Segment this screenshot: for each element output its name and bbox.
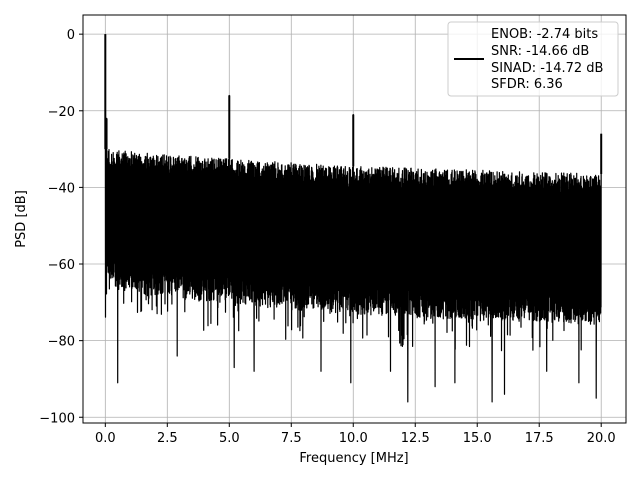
y-tick-label: −60 [48,258,75,273]
y-tick-label: 0 [67,28,75,43]
x-tick-label: 12.5 [401,431,430,446]
x-tick-label: 2.5 [157,431,178,446]
x-tick-label: 20.0 [587,431,616,446]
x-tick-label: 7.5 [281,431,302,446]
legend-label-sinad: SINAD: -14.72 dB [491,61,603,76]
plot-area-frame [82,14,627,424]
x-axis-label: Frequency [MHz] [299,451,408,466]
legend-label-snr: SNR: -14.66 dB [491,44,589,59]
x-tick-label: 15.0 [463,431,492,446]
y-tick-label: −100 [39,411,75,426]
x-axis: 0.0 2.5 5.0 7.5 10.0 12.5 15.0 17.5 20.0 [95,423,616,446]
legend: ENOB: -2.74 bits SNR: -14.66 dB SINAD: -… [447,21,619,97]
x-tick-label: 0.0 [95,431,116,446]
x-tick-label: 5.0 [219,431,240,446]
y-axis: 0 −20 −40 −60 −80 −100 [39,28,83,426]
x-tick-label: 17.5 [525,431,554,446]
x-tick-label: 10.0 [339,431,368,446]
legend-box [447,21,619,97]
y-axis-label: PSD [dB] [14,190,29,248]
y-tick-label: −80 [48,335,75,350]
legend-label-enob: ENOB: -2.74 bits [491,27,598,42]
plot-series [104,34,603,403]
y-tick-label: −20 [48,105,75,120]
psd-series-line [104,34,602,403]
legend-label-sfdr: SFDR: 6.36 [491,77,563,92]
y-tick-label: −40 [48,181,75,196]
